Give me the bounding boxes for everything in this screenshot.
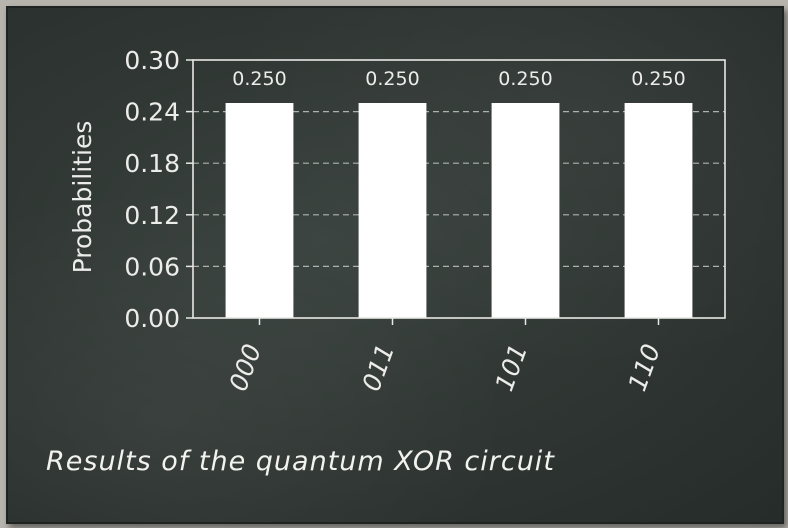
x-tick-label: 011 — [357, 340, 401, 395]
bar — [358, 103, 427, 318]
data-label: 0.250 — [498, 68, 552, 90]
y-tick-label: 0.30 — [124, 46, 180, 75]
axes-frame — [192, 59, 726, 319]
bar — [624, 103, 693, 318]
axis-ticks: 0.00 0.06 0.12 0.18 0.24 0.30 000 011 101 110 — [124, 46, 666, 395]
data-labels: 0.250 0.250 0.250 0.250 — [232, 68, 685, 90]
bar — [225, 103, 294, 318]
x-tick-label: 101 — [490, 340, 534, 395]
bar — [491, 103, 560, 318]
chart-caption: Results of the quantum XOR circuit — [46, 446, 555, 477]
x-tick-label: 110 — [623, 340, 667, 395]
y-axis-label: Probabilities — [68, 121, 97, 274]
x-tick-label: 000 — [224, 340, 268, 395]
bars — [225, 103, 693, 318]
data-label: 0.250 — [631, 68, 685, 90]
plot-frame — [192, 59, 726, 319]
y-tick-label: 0.18 — [124, 149, 180, 178]
data-label: 0.250 — [365, 68, 419, 90]
y-tick-label: 0.12 — [124, 201, 180, 230]
data-label: 0.250 — [232, 68, 286, 90]
y-tick-label: 0.24 — [124, 98, 180, 127]
y-tick-label: 0.00 — [124, 304, 180, 333]
y-tick-label: 0.06 — [124, 252, 180, 281]
